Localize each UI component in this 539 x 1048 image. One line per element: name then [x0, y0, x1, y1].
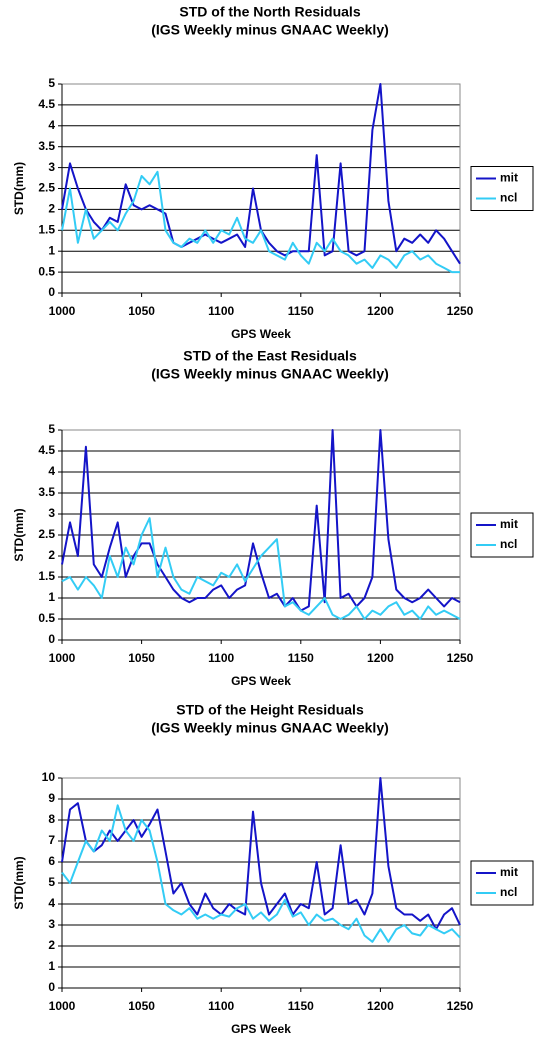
series-line — [61, 777, 461, 931]
x-tick-label: 1050 — [128, 999, 155, 1013]
x-tick-label: 1200 — [367, 999, 394, 1013]
series-line — [61, 83, 461, 265]
y-tick-label: 6 — [48, 854, 55, 868]
x-tick-label: 1200 — [367, 304, 394, 318]
chart-title: STD of the East Residuals — [183, 348, 357, 364]
y-tick-label: 1.5 — [38, 569, 55, 583]
y-tick-label: 4.5 — [38, 443, 55, 457]
x-tick-label: 1100 — [208, 304, 234, 318]
x-tick-label: 1150 — [288, 304, 314, 318]
legend-label: mit — [500, 517, 518, 531]
y-tick-label: 4 — [48, 118, 55, 132]
y-tick-label: 3 — [48, 506, 55, 520]
legend-box — [470, 860, 534, 906]
series-line — [61, 170, 460, 274]
x-axis-label: GPS Week — [231, 1022, 291, 1036]
y-tick-label: 9 — [48, 791, 55, 805]
y-tick-label: 1.5 — [38, 222, 55, 236]
x-tick-label: 1000 — [49, 304, 76, 318]
x-tick-label: 1000 — [49, 651, 76, 665]
chart-title: STD of the North Residuals — [179, 4, 360, 20]
chart: STD of the East Residuals (IGS Weekly min… — [12, 348, 534, 688]
series-line — [61, 517, 461, 620]
y-tick-label: 0 — [48, 285, 55, 299]
x-tick-label: 1250 — [447, 999, 474, 1013]
y-tick-label: 1 — [48, 959, 55, 973]
legend-label: ncl — [500, 885, 517, 899]
y-tick-label: 4 — [48, 464, 55, 478]
y-tick-label: 5 — [48, 422, 55, 436]
y-tick-label: 1 — [48, 590, 55, 604]
x-tick-label: 1050 — [128, 304, 155, 318]
y-tick-label: 4 — [48, 896, 55, 910]
y-tick-label: 2.5 — [38, 181, 55, 195]
series-line — [61, 429, 461, 612]
legend-label: mit — [500, 865, 518, 879]
chart: STD of the Height Residuals (IGS Weekly m… — [12, 702, 534, 1036]
y-axis-label: STD(mm) — [12, 508, 26, 561]
y-tick-label: 3.5 — [38, 485, 55, 499]
x-tick-label: 1250 — [447, 304, 474, 318]
x-tick-label: 1250 — [447, 651, 474, 665]
legend-label: ncl — [500, 537, 517, 551]
y-tick-label: 3 — [48, 917, 55, 931]
y-tick-label: 2 — [48, 202, 55, 216]
x-tick-label: 1150 — [288, 999, 314, 1013]
x-tick-label: 1150 — [288, 651, 314, 665]
y-axis-label: STD(mm) — [12, 856, 26, 909]
legend-box — [470, 166, 534, 211]
x-axis-label: GPS Week — [231, 327, 291, 341]
y-tick-label: 2.5 — [38, 527, 55, 541]
y-tick-label: 3.5 — [38, 139, 55, 153]
legend-label: mit — [500, 171, 518, 185]
y-tick-label: 0 — [48, 980, 55, 994]
y-tick-label: 8 — [48, 812, 55, 826]
chart-subtitle: (IGS Weekly minus GNAAC Weekly) — [151, 720, 389, 736]
chart-title: STD of the Height Residuals — [176, 702, 364, 718]
y-tick-label: 10 — [42, 770, 56, 784]
x-tick-label: 1050 — [128, 651, 155, 665]
series-line — [61, 804, 461, 943]
y-tick-label: 5 — [48, 875, 55, 889]
x-tick-label: 1100 — [208, 651, 234, 665]
y-axis-label: STD(mm) — [12, 162, 26, 215]
chart-subtitle: (IGS Weekly minus GNAAC Weekly) — [151, 366, 389, 382]
x-tick-label: 1200 — [367, 651, 394, 665]
y-tick-label: 5 — [48, 76, 55, 90]
y-tick-label: 0.5 — [38, 611, 55, 625]
chart-subtitle: (IGS Weekly minus GNAAC Weekly) — [151, 22, 389, 38]
y-tick-label: 0 — [48, 632, 55, 646]
y-tick-label: 4.5 — [38, 97, 55, 111]
chart: STD of the North Residuals (IGS Weekly mi… — [12, 4, 534, 341]
x-tick-label: 1000 — [49, 999, 76, 1013]
y-tick-label: 1 — [48, 243, 55, 257]
y-tick-label: 2 — [48, 548, 55, 562]
y-tick-label: 3 — [48, 160, 55, 174]
x-tick-label: 1100 — [208, 999, 234, 1013]
y-tick-label: 0.5 — [38, 264, 55, 278]
y-tick-label: 2 — [48, 938, 55, 952]
legend-label: ncl — [500, 191, 517, 205]
legend-box — [470, 512, 534, 558]
x-axis-label: GPS Week — [231, 674, 291, 688]
y-tick-label: 7 — [48, 833, 55, 847]
